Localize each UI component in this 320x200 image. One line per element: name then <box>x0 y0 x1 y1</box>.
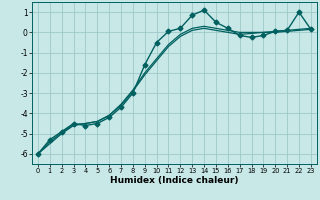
X-axis label: Humidex (Indice chaleur): Humidex (Indice chaleur) <box>110 176 239 185</box>
